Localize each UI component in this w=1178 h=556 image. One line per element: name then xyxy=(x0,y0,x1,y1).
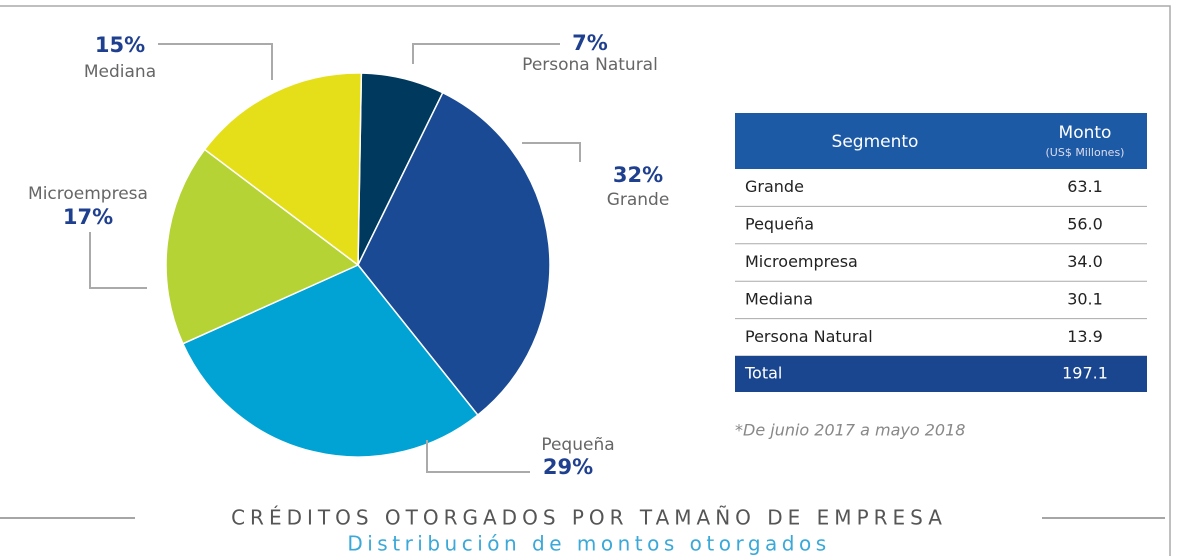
table-cell: 30.1 xyxy=(1067,289,1103,308)
leader-line xyxy=(426,440,530,473)
table-cell: Mediana xyxy=(745,289,813,308)
category-label: Grande xyxy=(607,190,670,210)
leader-line xyxy=(522,142,581,162)
data-label: 17% xyxy=(63,205,113,229)
leader-line xyxy=(89,232,147,289)
chart-subtitle: Distribución de montos otorgados xyxy=(347,532,830,556)
pie-slice xyxy=(357,91,551,417)
table-header-cell: Segmento xyxy=(832,132,919,152)
data-label: 15% xyxy=(95,33,145,57)
category-label: Persona Natural xyxy=(522,55,658,75)
table-total-cell: 197.1 xyxy=(1062,364,1108,383)
table-cell: 63.1 xyxy=(1067,177,1103,196)
table-total-cell: Total xyxy=(744,364,782,383)
table-header xyxy=(735,113,1147,169)
data-label: 7% xyxy=(572,31,608,55)
table-cell: Pequeña xyxy=(745,215,814,234)
category-label: Mediana xyxy=(84,62,156,82)
chart-title: CRÉDITOS OTORGADOS POR TAMAÑO DE EMPRESA xyxy=(231,506,947,530)
table-cell: Microempresa xyxy=(745,252,858,271)
table-cell: Persona Natural xyxy=(745,327,873,346)
frame xyxy=(0,5,1171,556)
leader-line xyxy=(412,43,560,64)
leader-line xyxy=(158,43,273,80)
pie-slice xyxy=(203,72,363,267)
table-cell: 13.9 xyxy=(1067,327,1103,346)
table-unit: (US$ Millones) xyxy=(1046,146,1125,159)
pie-slice xyxy=(181,264,479,458)
table-header-cell: Monto xyxy=(1059,123,1112,143)
category-label: Pequeña xyxy=(541,435,614,455)
pie-slice xyxy=(165,148,360,345)
table-total xyxy=(735,356,1147,392)
table-cell: 34.0 xyxy=(1067,252,1103,271)
table-note: *De junio 2017 a mayo 2018 xyxy=(735,421,965,440)
table-cell: 56.0 xyxy=(1067,215,1103,234)
category-label: Microempresa xyxy=(28,184,148,204)
data-label: 29% xyxy=(543,455,593,479)
table-cell: Grande xyxy=(745,177,804,196)
data-label: 32% xyxy=(613,163,663,187)
